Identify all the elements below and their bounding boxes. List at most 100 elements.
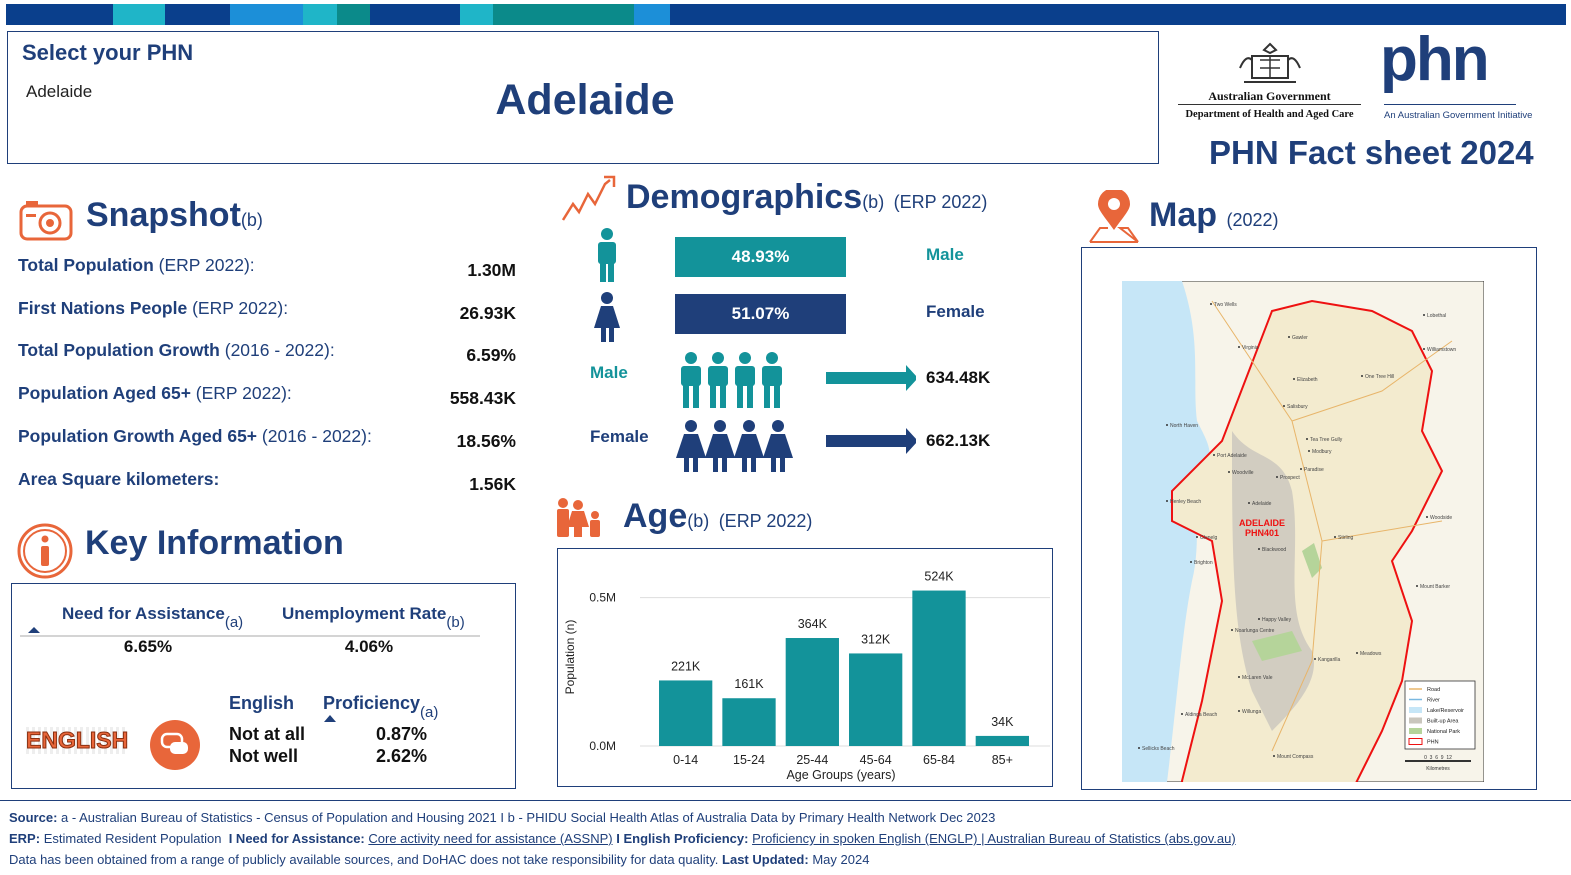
age-title: Age(b) (ERP 2022) [623,497,812,536]
population-icons [676,352,916,472]
place-dot [1288,336,1290,338]
place-dot [1166,424,1168,426]
place-label: Williamstown [1427,347,1456,353]
gov-name: Australian Government [1208,89,1331,103]
snapshot-qualifier: (ERP 2022): [158,255,255,275]
place-dot [1423,348,1425,350]
demographics-title: Demographics(b) (ERP 2022) [626,178,987,217]
key-info-title: Key Information [85,524,344,562]
gender-icons [594,228,620,342]
place-dot [1306,438,1308,440]
bar [975,735,1029,746]
snapshot-title: Snapshot(b) [86,196,263,235]
proficiency-note: (a) [420,704,439,721]
department-name: Department of Health and Aged Care [1185,109,1354,120]
place-dot [1300,468,1302,470]
place-label: Modbury [1312,449,1332,455]
need-label: Need for Assistance [62,604,225,623]
place-label: Willunga [1242,709,1261,715]
erp-text: Estimated Resident Population [43,831,222,846]
phn-logo: phn [1380,25,1490,94]
place-dot [1238,710,1240,712]
legend-swatch [1409,717,1422,724]
demographics-qualifier: (ERP 2022) [893,192,988,212]
place-label: Mount Barker [1420,584,1450,590]
scale-unit: Kilometres [1426,766,1450,772]
snapshot-row: First Nations People (ERP 2022): 26.93K [18,297,516,323]
data-label: 221K [671,659,701,673]
proficiency-header: Proficiency [323,693,421,713]
snapshot-label: First Nations People [18,297,188,318]
place-label: Adelaide [1252,501,1272,507]
bar [659,680,713,746]
bar [722,698,776,746]
place-dot [1238,346,1240,348]
legend-label: Road [1427,687,1440,693]
place-label: Port Adelaide [1217,453,1247,459]
sort-arrow [324,715,336,722]
x-tick-label: 65-84 [923,753,955,767]
need-value: 6.65% [123,637,173,656]
share-bar-label: Male [926,245,964,264]
place-label: Glenelg [1200,535,1217,541]
demographics-heading: Demographics [626,178,863,216]
unemployment-note: (b) [446,614,465,631]
place-label: Woodville [1232,470,1254,476]
x-tick-label: 45-64 [860,753,892,767]
place-label: Henley Beach [1170,499,1201,505]
place-dot [1166,500,1168,502]
legend-swatch [1408,738,1423,745]
place-dot [1361,375,1363,377]
english-header: English [229,693,295,713]
data-label: 364K [798,617,828,631]
data-label: 312K [861,632,891,646]
snapshot-value: 1.30M [467,260,516,280]
age-chart: 0.0M 0.5M Population (n) Age Groups (years)… [557,548,1053,787]
factsheet-title: PHN Fact sheet 2024 [1209,134,1534,171]
key-info-rule [20,627,480,637]
disclaimer-text: Data has been obtained from a range of p… [9,852,719,867]
x-tick-label: 0-14 [673,753,698,767]
place-label: Virginia [1242,345,1259,351]
eng-def-label: I English Proficiency: [616,831,749,846]
place-label: Noarlunga Centre [1235,628,1275,634]
female-count: 662.13K [926,431,991,450]
x-tick-label: 25-44 [796,753,828,767]
snapshot-value: 6.59% [466,345,516,366]
snapshot-label: Population Aged 65+ [18,383,191,404]
scale-ticks: 0 3 6 9 12 [1424,755,1452,761]
snapshot-qualifier: (2016 - 2022): [224,340,335,361]
speech-icon [150,720,200,770]
phn-tagline: An Australian Government Initiative [1384,110,1533,121]
map-frame [1081,247,1537,790]
place-dot [1258,618,1260,620]
need-link[interactable]: Core activity need for assistance (ASSNP… [368,831,613,846]
place-dot [1314,658,1316,660]
place-dot [1356,652,1358,654]
english-link[interactable]: Proficiency in spoken English (ENGLP) | … [752,831,1236,846]
updated-value: May 2024 [812,852,870,867]
map-pin-icon [1089,190,1139,243]
footer-source: Source: a - Australian Bureau of Statist… [9,810,995,825]
proficiency-value: 2.62% [376,746,428,766]
data-label: 161K [734,677,764,691]
snapshot-label: Population Growth Aged 65+ [18,425,258,446]
map-title: Map (2022) [1149,196,1278,235]
updated-label: Last Updated: [722,852,809,867]
data-label: 34K [991,715,1014,729]
source-label: Source: [9,810,58,825]
snapshot-note: (b) [240,210,263,230]
snapshot-row: Area Square kilometers: 1.56K [18,469,516,494]
region-label: ADELAIDE [1239,518,1285,528]
footer-disclaimer: Data has been obtained from a range of p… [9,852,869,867]
map-heading: Map [1149,196,1217,234]
snapshot-label: Total Population Growth [18,340,220,361]
y-tick-label: 0.5M [589,591,616,605]
english-logo: ENGLISH [25,727,129,754]
place-label: Lobethal [1427,313,1446,319]
phn-dropdown[interactable]: Adelaide [26,82,93,101]
legend-label: Built-up Area [1427,719,1459,725]
place-label: Gawler [1292,335,1308,341]
need-def-label: I Need for Assistance: [228,831,365,846]
snapshot-qualifier: (2016 - 2022): [261,425,372,446]
